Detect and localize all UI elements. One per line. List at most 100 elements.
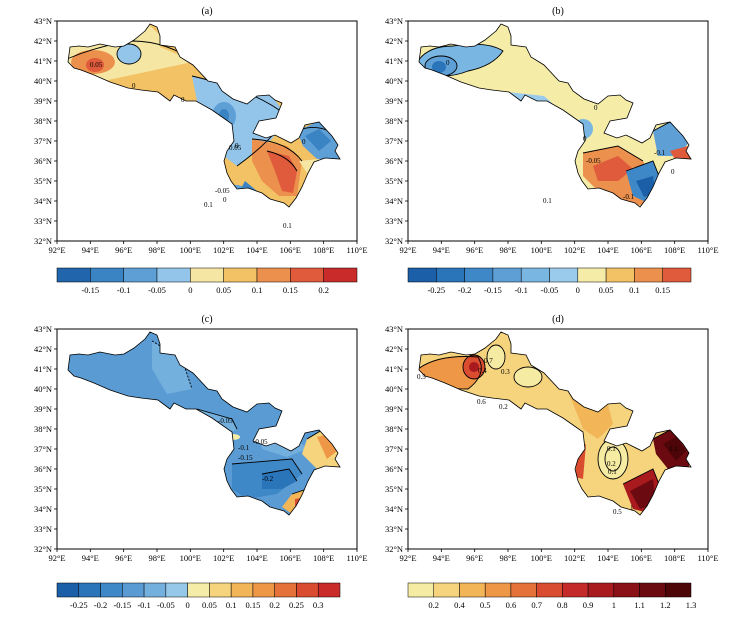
colorbar-swatch <box>639 582 666 598</box>
y-tick-label: 42°N <box>34 36 52 46</box>
y-tick-label: 43°N <box>385 16 403 26</box>
x-tick-label: 94°E <box>82 553 99 563</box>
colorbar-label: 0.15 <box>245 600 260 610</box>
colorbar-swatch <box>78 582 101 598</box>
colorbar-swatch <box>123 267 158 283</box>
y-tick-label: 32°N <box>34 236 52 246</box>
y-tick-label: 36°N <box>34 464 52 474</box>
y-tick-label: 33°N <box>34 524 52 534</box>
x-tick-label: 110°E <box>697 245 718 255</box>
colorbar-label: 0.05 <box>216 285 231 295</box>
colorbar-swatch <box>605 267 635 283</box>
colorbar-label: 0.6 <box>506 600 517 610</box>
y-tick-label: 36°N <box>385 156 403 166</box>
x-tick-label: 102°E <box>564 245 585 255</box>
x-tick-label: 92°E <box>399 553 416 563</box>
contour-label: -0.05 <box>215 187 230 195</box>
colorbar-label: 0.1 <box>629 285 640 295</box>
x-tick-label: 110°E <box>346 245 367 255</box>
colorbar-swatch <box>323 267 358 283</box>
y-tick-label: 35°N <box>385 176 403 186</box>
x-tick-label: 108°E <box>664 245 685 255</box>
x-tick-label: 104°E <box>597 245 618 255</box>
colorbar-label: 0.8 <box>557 600 568 610</box>
axes: 92°E 94°E 96°E 98°E 100°E 102°E 104°E 106°E 108°… <box>34 16 719 563</box>
colorbar-swatch <box>296 582 319 598</box>
x-tick-label: 100°E <box>531 245 552 255</box>
x-tick-label: 96°E <box>466 553 483 563</box>
y-tick-label: 33°N <box>385 524 403 534</box>
colorbar-swatch <box>577 267 607 283</box>
colorbar-label: 0.2 <box>269 600 280 610</box>
x-tick-label: 98°E <box>148 245 165 255</box>
contour-label: 0 <box>671 168 675 176</box>
y-tick-label: 34°N <box>385 504 403 514</box>
colorbar: -0.15 -0.1 -0.05 0 0.05 0.1 0.15 0.2 <box>56 267 358 295</box>
colorbar-label: -0.2 <box>94 600 107 610</box>
contour-label: -0.1 <box>623 193 635 201</box>
colorbar-swatch <box>156 267 191 283</box>
y-tick-label: 43°N <box>385 324 403 334</box>
colorbar-swatch <box>587 582 615 598</box>
y-tick-label: 43°N <box>34 324 52 334</box>
y-tick-label: 39°N <box>385 404 403 414</box>
contour-label: 0 <box>302 138 306 146</box>
contour-label: -0.2 <box>262 475 274 483</box>
colorbar-swatch <box>122 582 145 598</box>
colorbar-swatch <box>407 582 434 598</box>
axis-ticks: 92°E 94°E 96°E 98°E 100°E 102°E 104°E 106°E 108°… <box>385 324 719 563</box>
x-tick-label: 102°E <box>213 553 234 563</box>
colorbar-label: 0 <box>185 600 189 610</box>
contour-label: 0.5 <box>417 373 426 381</box>
y-tick-label: 40°N <box>34 384 52 394</box>
contour-label: -0.15 <box>238 454 253 462</box>
y-tick-label: 35°N <box>34 176 52 186</box>
x-tick-label: 108°E <box>313 245 334 255</box>
contour-label: 0.1 <box>283 222 292 230</box>
x-tick-label: 106°E <box>631 553 652 563</box>
y-tick-label: 39°N <box>34 96 52 106</box>
colorbar-label: -0.1 <box>137 600 150 610</box>
y-tick-label: 42°N <box>385 344 403 354</box>
colorbar-swatch <box>436 267 465 283</box>
colorbar-label: 1.2 <box>660 600 671 610</box>
colorbar-label: 0 <box>188 285 192 295</box>
y-tick-label: 42°N <box>385 36 403 46</box>
contour-label: -0.05 <box>253 438 268 446</box>
contour-label: 0 <box>235 142 239 150</box>
colorbar-swatch <box>290 267 324 283</box>
x-tick-label: 106°E <box>280 553 301 563</box>
colorbar-swatch <box>90 267 124 283</box>
colorbar-swatch <box>143 582 167 598</box>
colorbar-label: -0.25 <box>70 600 88 610</box>
panel-label-c: (c) <box>201 314 212 325</box>
colorbar-label: 1.1 <box>634 600 645 610</box>
panel-b: 0 0 0 -0.05 -0.1 0.1 -0.1 0 <box>407 20 709 242</box>
y-tick-label: 42°N <box>34 344 52 354</box>
colorbar-swatch <box>484 582 512 598</box>
y-tick-label: 32°N <box>385 544 403 554</box>
x-tick-label: 102°E <box>564 553 585 563</box>
y-tick-label: 38°N <box>385 116 403 126</box>
y-tick-label: 41°N <box>385 56 403 66</box>
y-tick-label: 34°N <box>34 504 52 514</box>
colorbar-swatch <box>407 267 437 283</box>
y-tick-label: 38°N <box>34 116 52 126</box>
panel-a: 0.05 0 0 0 0 0.05 -0.05 0.1 0 0.1 <box>56 20 358 242</box>
colorbar-label: 0.3 <box>313 600 324 610</box>
colorbar-label: 0.9 <box>583 600 594 610</box>
x-tick-label: 108°E <box>313 553 334 563</box>
colorbar-label: 0.25 <box>289 600 304 610</box>
x-tick-label: 92°E <box>399 245 416 255</box>
panel-label-b: (b) <box>552 6 564 17</box>
colorbar-swatch <box>510 582 537 598</box>
colorbar-swatch <box>662 267 692 283</box>
y-tick-label: 34°N <box>385 196 403 206</box>
contour-label: 1 <box>630 504 634 512</box>
y-tick-label: 32°N <box>385 236 403 246</box>
x-tick-label: 94°E <box>82 245 99 255</box>
colorbar-swatch <box>549 267 579 283</box>
x-tick-label: 108°E <box>664 553 685 563</box>
colorbar-swatch <box>56 582 80 598</box>
colorbar-label: 0.2 <box>428 600 439 610</box>
